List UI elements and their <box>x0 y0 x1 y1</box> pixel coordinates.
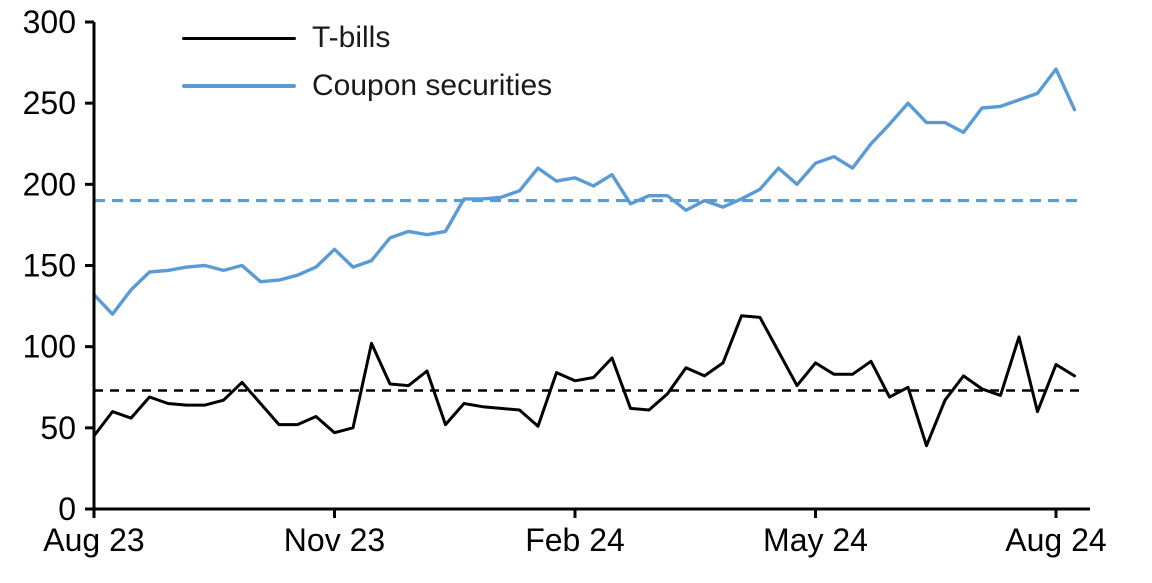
coupon-securities-legend-label: Coupon securities <box>312 69 553 102</box>
x-tick-label-May-24: May 24 <box>763 522 868 558</box>
t-bills-line <box>92 314 1076 448</box>
y-tick-label-150: 150 <box>23 248 76 284</box>
x-tick-label-Feb-24: Feb 24 <box>525 522 625 558</box>
y-tick-label-50: 50 <box>40 410 76 446</box>
y-tick-label-250: 250 <box>23 85 76 121</box>
x-tick-label-Aug-23: Aug 23 <box>43 522 144 558</box>
legend-item-coupon-securities: Coupon securities <box>182 70 552 102</box>
x-tick-label-Nov-23: Nov 23 <box>284 522 385 558</box>
t-bills-legend-swatch <box>182 36 296 40</box>
y-tick-label-100: 100 <box>23 329 76 365</box>
t-bills-legend-label: T-bills <box>312 21 391 54</box>
coupon-securities-legend-swatch <box>182 84 296 88</box>
x-tick-label-Aug-24: Aug 24 <box>1005 522 1106 558</box>
legend-item-t-bills: T-bills <box>182 22 552 54</box>
legend: T-bills Coupon securities <box>182 22 552 102</box>
y-tick-label-200: 200 <box>23 166 76 202</box>
coupon-securities-line <box>92 67 1077 316</box>
y-tick-label-300: 300 <box>23 4 76 40</box>
y-tick-label-0: 0 <box>58 491 76 527</box>
